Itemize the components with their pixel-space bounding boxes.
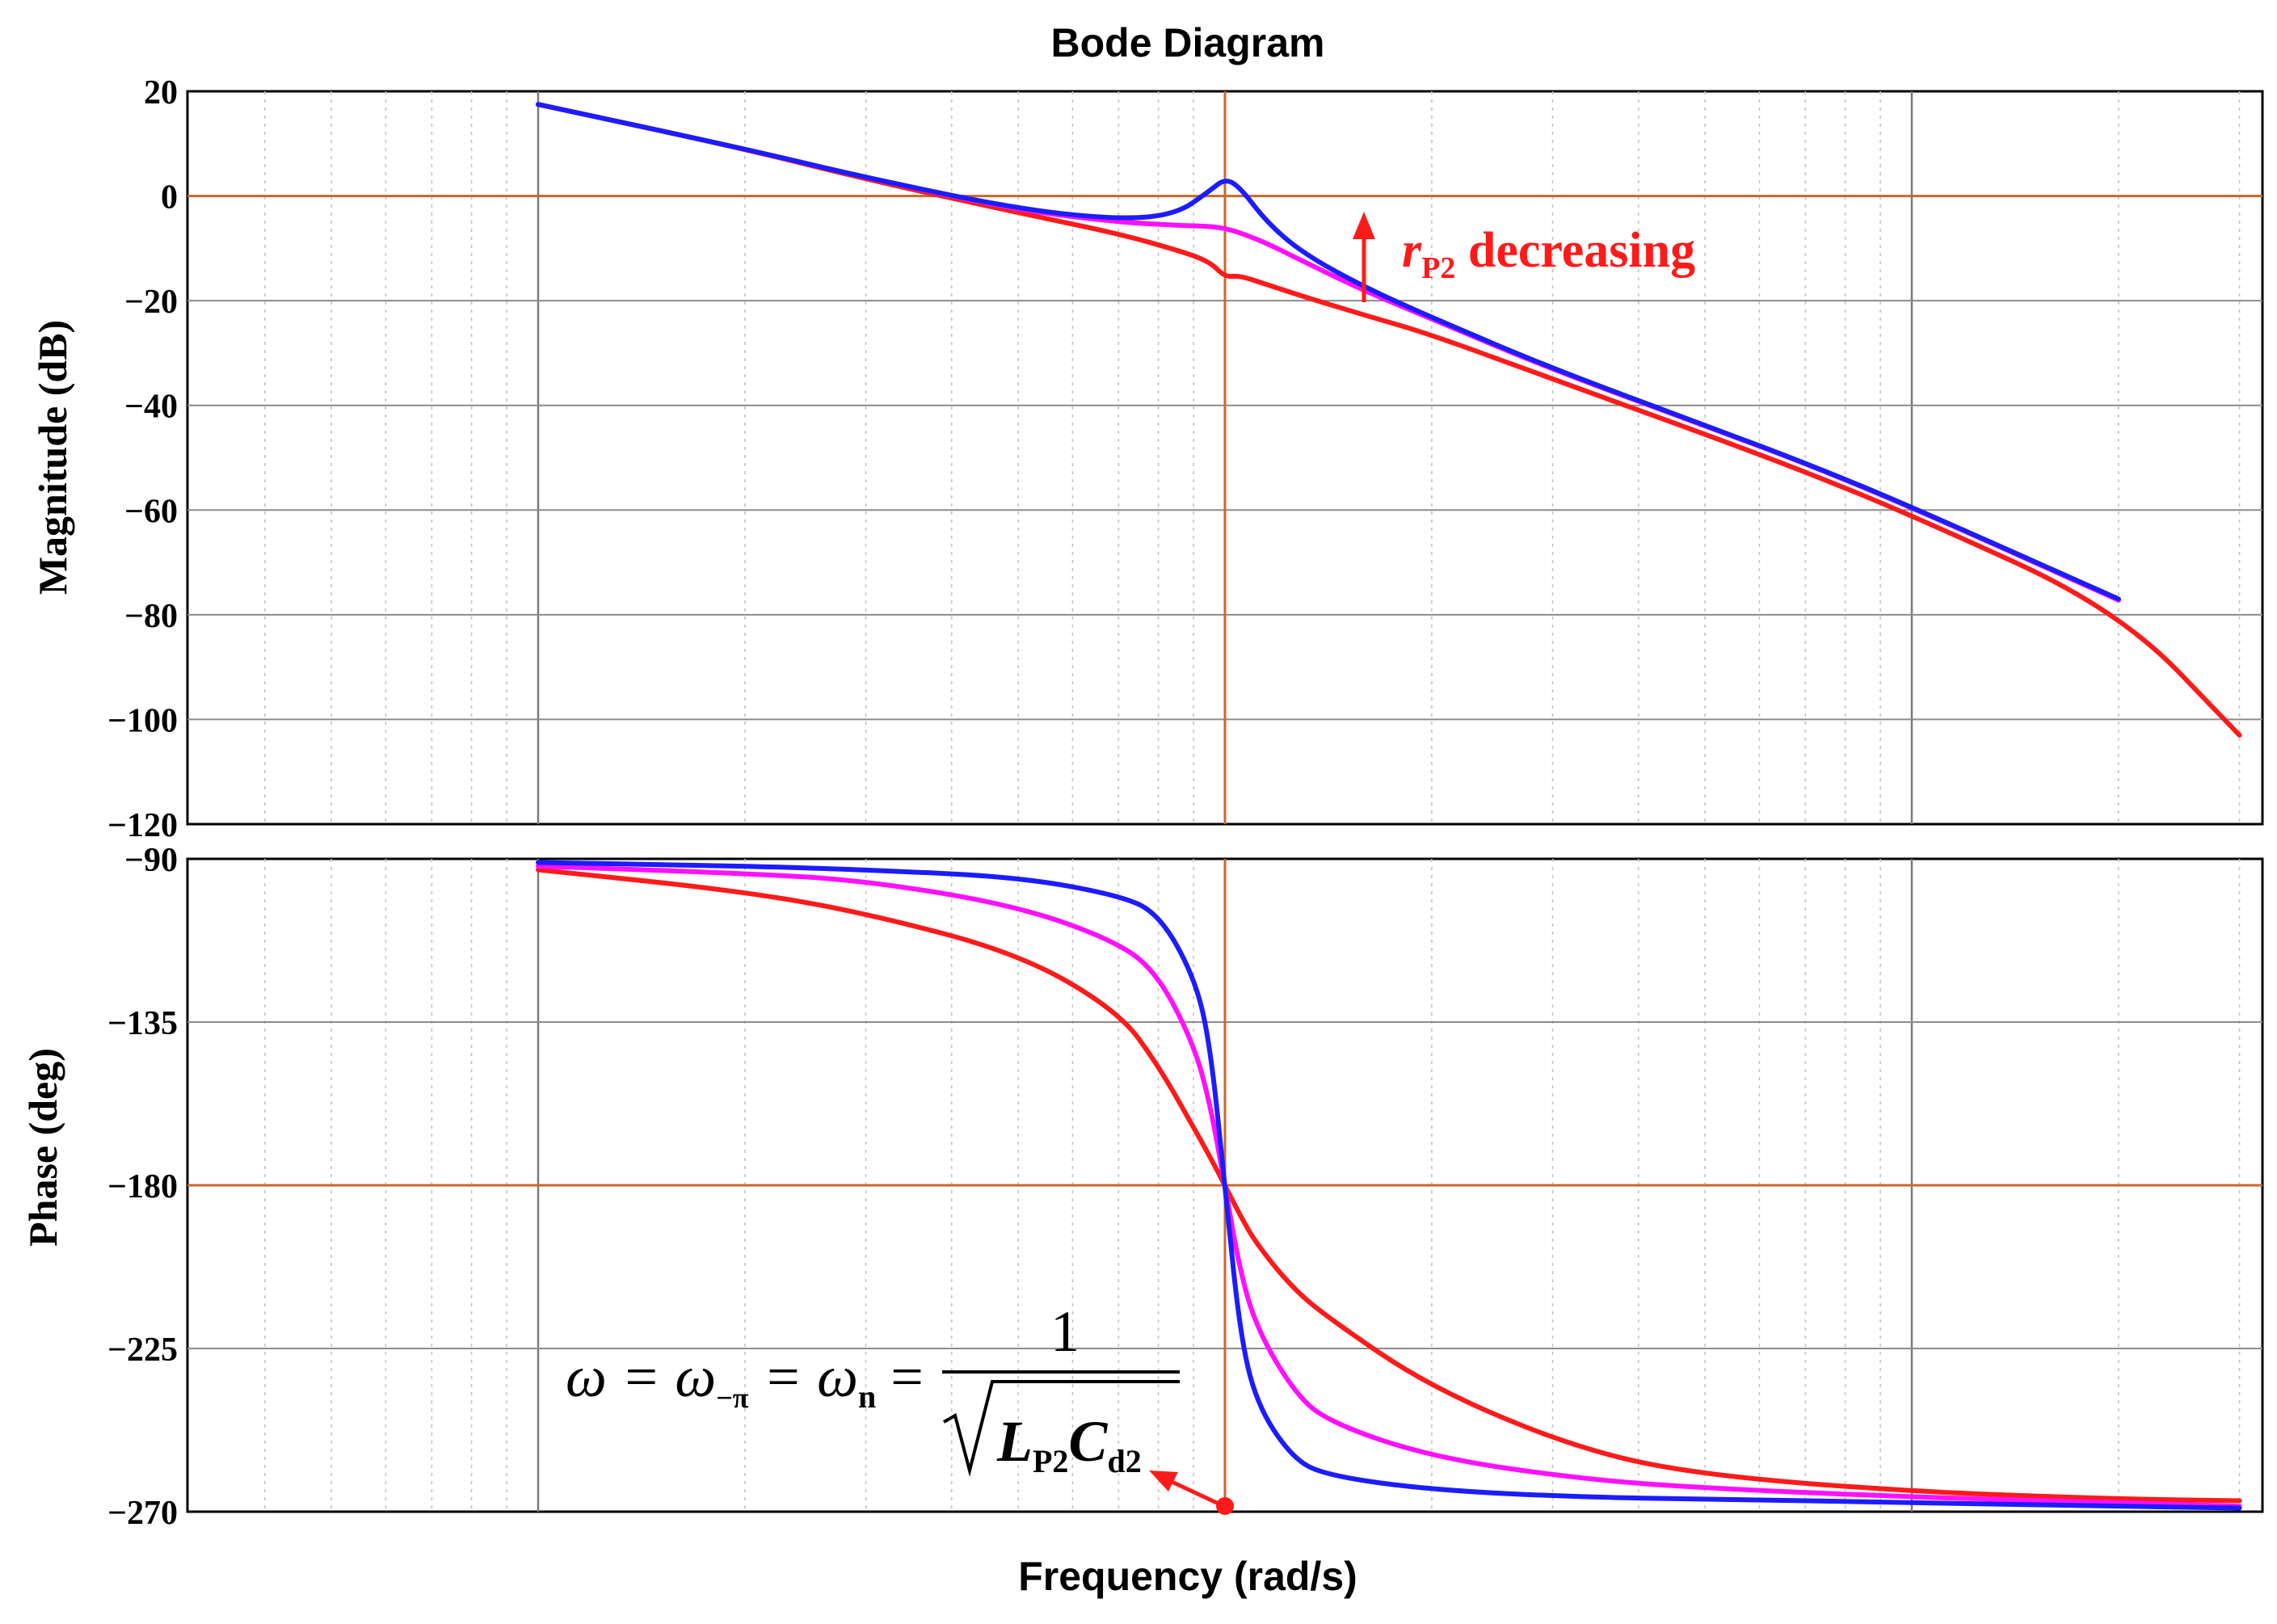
y-tick-label: −180 xyxy=(107,1168,178,1205)
annotation-space xyxy=(1455,223,1468,278)
y-tick-label: −100 xyxy=(107,702,178,739)
formula-lhs: ω = ω xyxy=(566,1344,716,1409)
magnitude-y-ticks: 20 0 −20 −40 −60 −80 −100 −120 xyxy=(107,74,178,844)
y-tick-label: 0 xyxy=(161,179,178,217)
formula-eq3: = xyxy=(876,1344,924,1409)
y-tick-label: −270 xyxy=(107,1495,178,1532)
annotation-symbol: r xyxy=(1402,223,1422,278)
annotation-decreasing-label: rP2 decreasing xyxy=(1402,223,1695,285)
y-tick-label: −135 xyxy=(107,1005,178,1042)
x-axis-label: Frequency (rad/s) xyxy=(1018,1554,1357,1599)
damping-annotation: rP2 decreasing xyxy=(1353,212,1695,302)
formula-sub-pi: −π xyxy=(716,1382,749,1414)
phase-ylabel: Phase (deg) xyxy=(20,1048,65,1247)
annotation-up-arrow-head xyxy=(1353,212,1375,239)
chart-title: Bode Diagram xyxy=(1051,20,1325,65)
phase-y-ticks: −90 −135 −180 −225 −270 xyxy=(107,842,178,1532)
y-tick-label: −80 xyxy=(124,598,178,635)
y-tick-label: 20 xyxy=(144,74,178,111)
formula-left-side: ω = ω−π = ωn = xyxy=(566,1344,924,1415)
annotation-symbol-subscript: P2 xyxy=(1421,251,1455,285)
y-tick-label: −60 xyxy=(124,493,178,530)
formula-C-sub: d2 xyxy=(1107,1443,1141,1479)
formula-L-sub: P2 xyxy=(1033,1443,1068,1479)
formula-eq2: = ω xyxy=(749,1344,858,1409)
formula-denominator: LP2Cd2 xyxy=(996,1409,1142,1479)
magnitude-ylabel: Magnitude (dB) xyxy=(30,320,75,595)
formula-pointer-arrow-shaft xyxy=(1167,1478,1222,1507)
series-line-lightly-damped xyxy=(536,102,2121,602)
annotation-word: decreasing xyxy=(1468,223,1695,278)
formula-sub-n: n xyxy=(858,1378,876,1415)
magnitude-reference-lines xyxy=(187,91,2262,824)
y-tick-label: −225 xyxy=(107,1332,178,1369)
y-tick-label: −120 xyxy=(107,807,178,844)
formula-C: C xyxy=(1068,1409,1108,1474)
phase-panel: −90 −135 −180 −225 −270 Phase (deg) xyxy=(20,842,2264,1532)
formula-sqrt-sign xyxy=(943,1380,1180,1477)
series-line-lightly-damped xyxy=(536,860,2242,1511)
y-tick-label: −90 xyxy=(124,842,178,879)
y-tick-label: −40 xyxy=(124,389,178,426)
formula-pointer-arrow-head xyxy=(1149,1470,1178,1491)
series-line-moderately-damped xyxy=(536,864,2242,1509)
series-line-heavily-damped xyxy=(536,867,2242,1504)
formula-L: L xyxy=(996,1409,1033,1474)
resonance-marker-dot xyxy=(1216,1497,1234,1515)
magnitude-series xyxy=(536,102,2242,738)
formula-numerator: 1 xyxy=(1050,1299,1080,1364)
phase-series xyxy=(536,860,2242,1511)
magnitude-panel: 20 0 −20 −40 −60 −80 −100 −120 Magnitude (dB) xyxy=(30,74,2264,844)
resonance-formula: ω = ω−π = ωn = 1 LP2Cd2 xyxy=(566,1299,1234,1515)
y-tick-label: −20 xyxy=(124,284,178,321)
